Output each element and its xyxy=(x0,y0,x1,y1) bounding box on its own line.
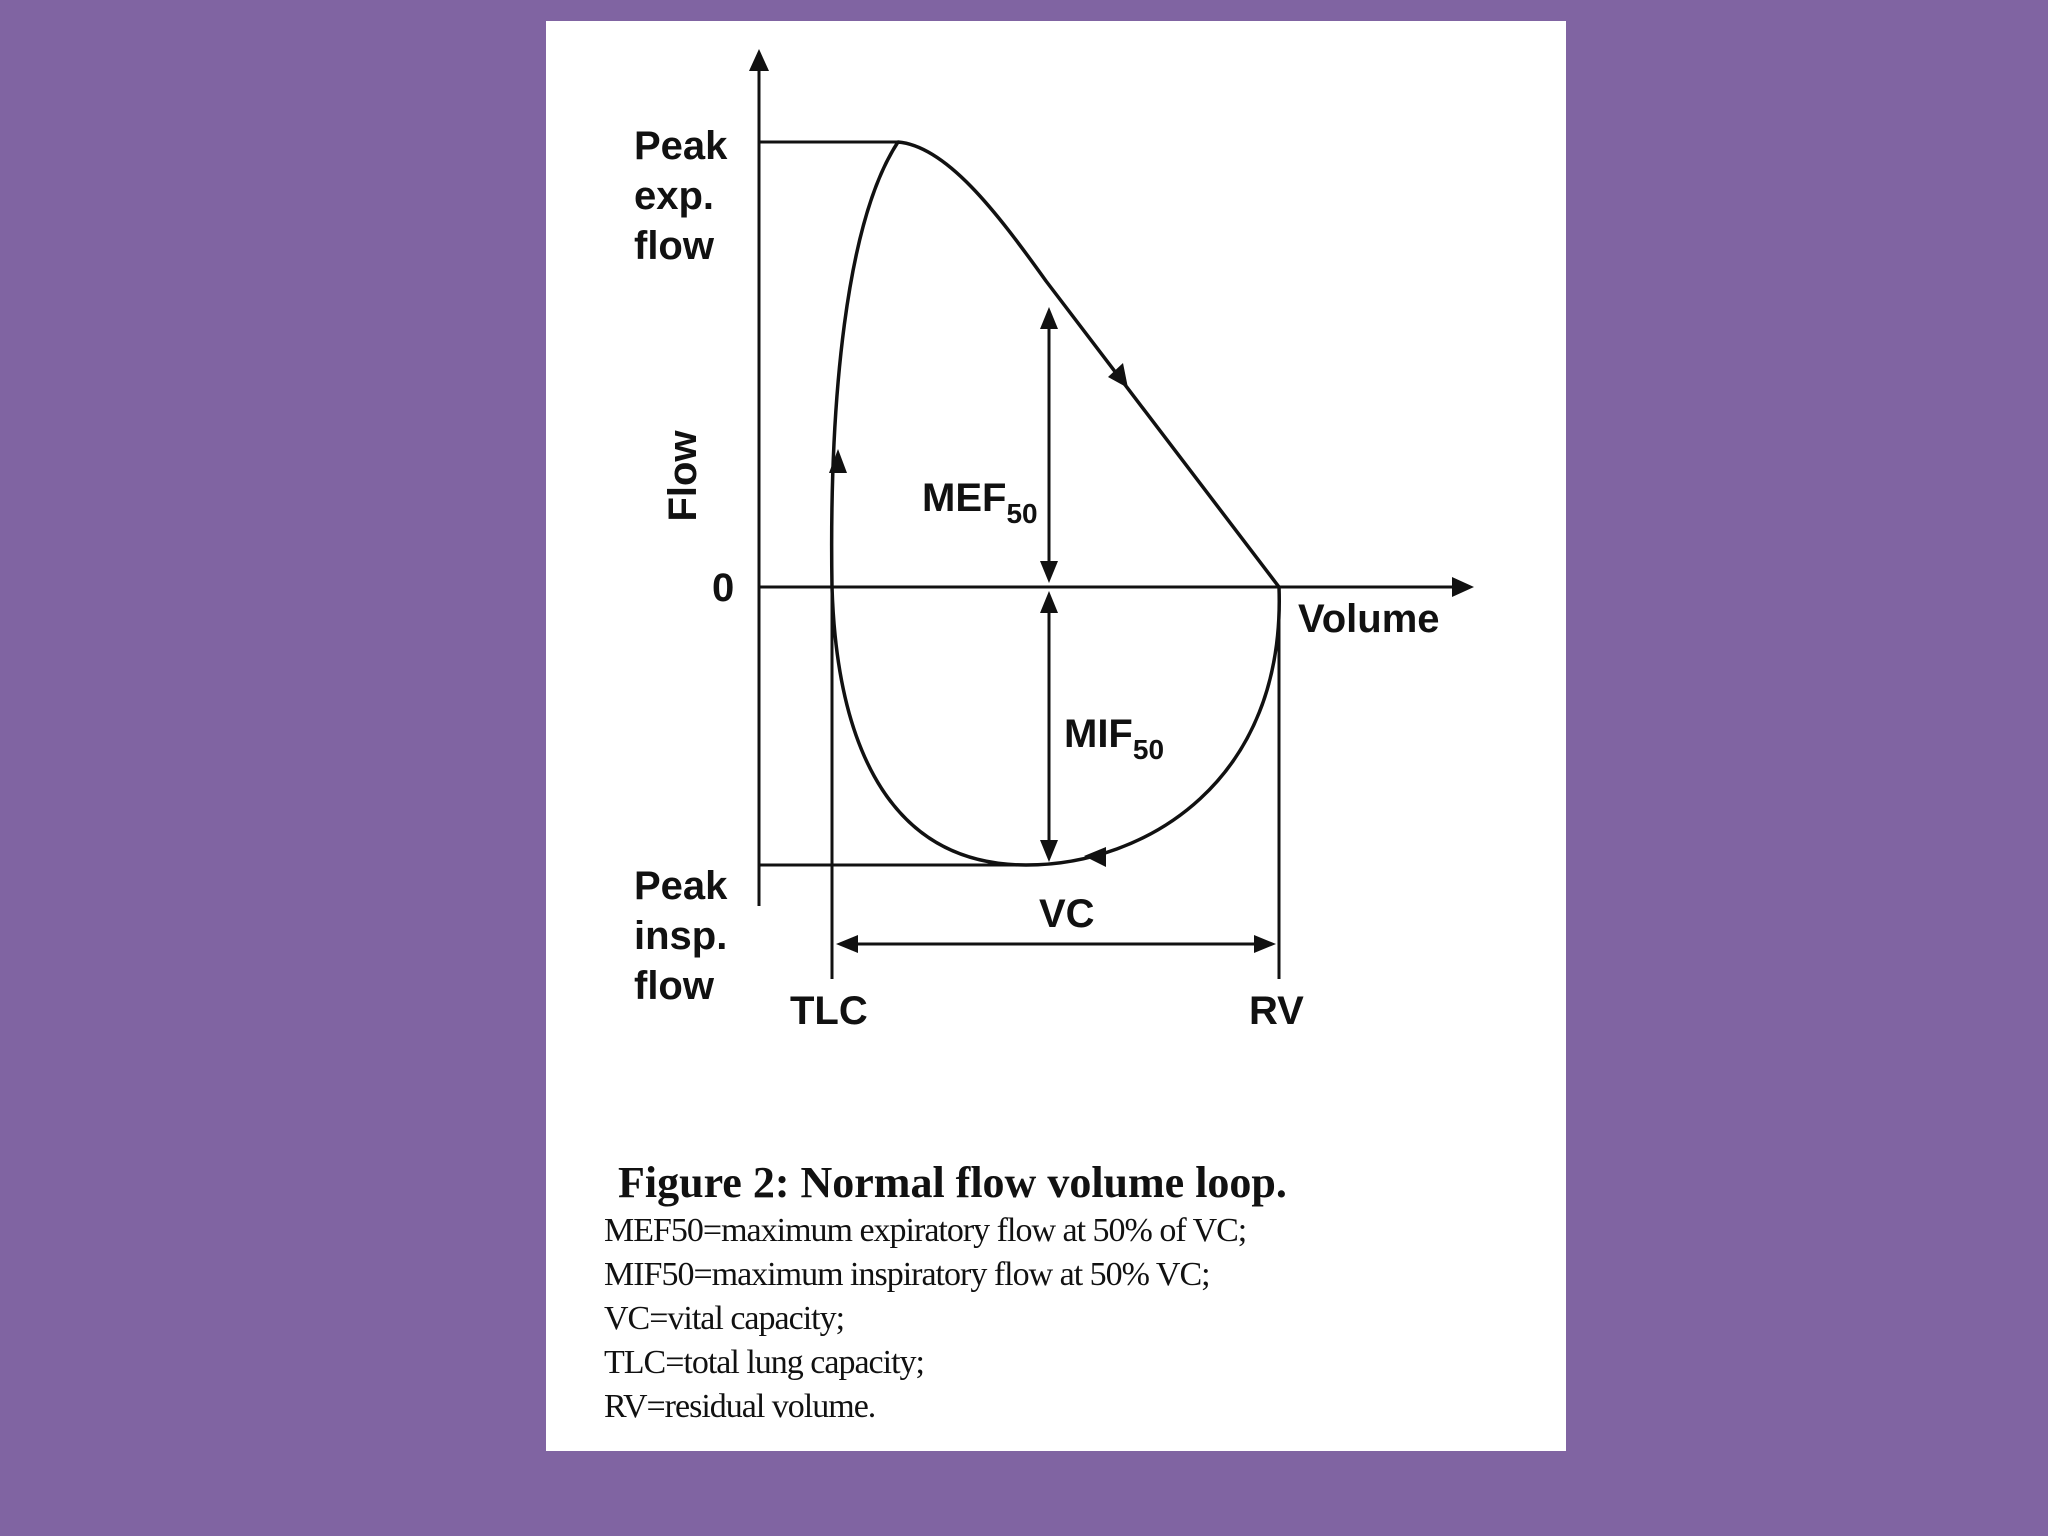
inspiratory-curve xyxy=(830,585,1281,867)
mef50-arrow-bottom xyxy=(1040,561,1058,583)
expiratory-upstroke-arrow xyxy=(829,449,847,473)
caption-line-mif50: MIF50=maximum inspiratory flow at 50% VC… xyxy=(604,1256,1211,1293)
inspiratory-direction-arrow xyxy=(1084,847,1106,867)
volume-axis-title: Volume xyxy=(1298,597,1440,641)
vc-arrow-left xyxy=(836,935,858,953)
caption-line-rv: RV=residual volume. xyxy=(604,1388,876,1425)
peak-exp-line-3: flow xyxy=(634,224,715,268)
caption-line-tlc: TLC=total lung capacity; xyxy=(604,1344,925,1381)
peak-insp-flow-label: Peak insp. flow xyxy=(634,864,739,1008)
peak-insp-line-1: Peak xyxy=(634,864,728,908)
flow-axis-title: Flow xyxy=(661,430,705,522)
tlc-label: TLC xyxy=(790,989,868,1033)
mif50-main: MIF xyxy=(1064,712,1133,756)
figure-caption-title: Figure 2: Normal flow volume loop. xyxy=(618,1158,1287,1207)
rv-label: RV xyxy=(1249,989,1304,1033)
vc-label: VC xyxy=(1039,892,1095,936)
figure-card: Flow Peak exp. flow 0 MEF50 Volume MIF50… xyxy=(546,21,1566,1451)
peak-insp-line-2: insp. xyxy=(634,914,727,958)
mif50-arrow-top xyxy=(1040,591,1058,613)
mif50-label: MIF50 xyxy=(1064,712,1164,765)
mif50-arrow-bottom xyxy=(1040,840,1058,862)
mef50-subscript: 50 xyxy=(1006,498,1037,529)
zero-label: 0 xyxy=(712,566,734,610)
peak-exp-line-2: exp. xyxy=(634,174,714,218)
mef50-main: MEF xyxy=(922,476,1006,520)
mif50-subscript: 50 xyxy=(1133,734,1164,765)
mef50-arrow-top xyxy=(1040,307,1058,329)
flow-volume-loop-diagram: Flow Peak exp. flow 0 MEF50 Volume MIF50… xyxy=(634,49,1474,1033)
mef50-label: MEF50 xyxy=(922,476,1038,529)
peak-exp-flow-label: Peak exp. flow xyxy=(634,124,739,268)
caption-line-vc: VC=vital capacity; xyxy=(604,1300,845,1337)
peak-exp-line-1: Peak xyxy=(634,124,728,168)
vc-arrow-right xyxy=(1254,935,1276,953)
expiratory-direction-arrow xyxy=(1108,363,1128,388)
volume-axis-arrow xyxy=(1452,577,1474,597)
peak-insp-line-3: flow xyxy=(634,964,715,1008)
caption-line-mef50: MEF50=maximum expiratory flow at 50% of … xyxy=(604,1212,1247,1249)
expiratory-curve xyxy=(829,140,1281,589)
flow-axis-arrow xyxy=(749,49,769,71)
figure-caption-legend: MEF50=maximum expiratory flow at 50% of … xyxy=(604,1209,1247,1429)
